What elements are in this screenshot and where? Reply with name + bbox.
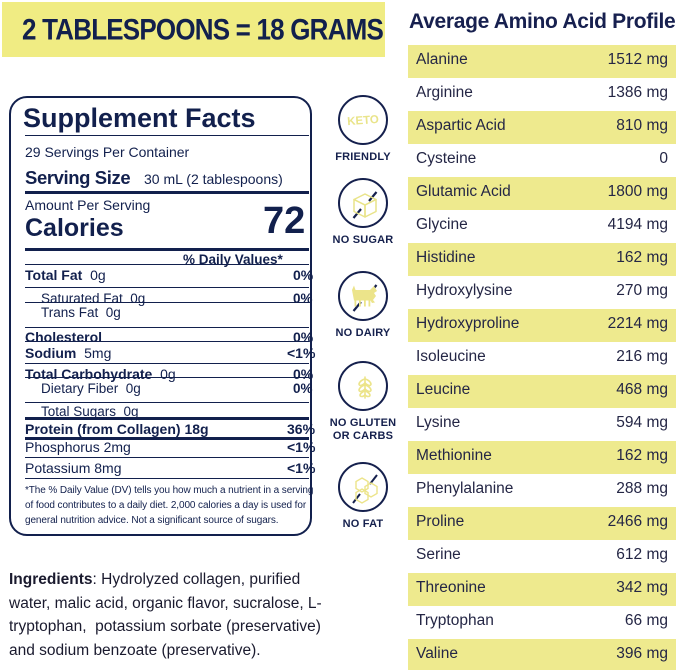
svg-text:KETO: KETO	[347, 114, 380, 128]
